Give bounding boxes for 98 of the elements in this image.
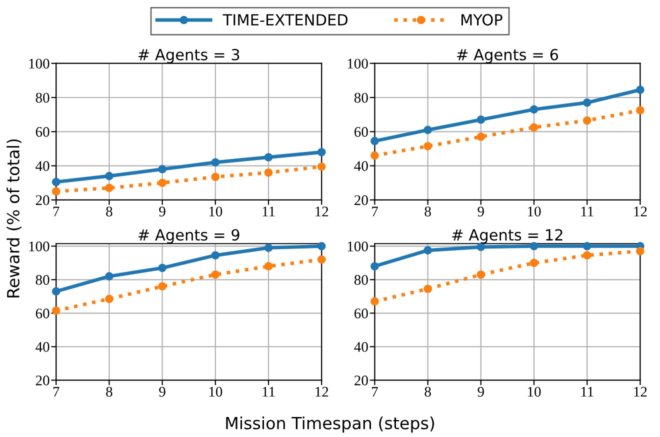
x-tick-label: 10 xyxy=(209,206,222,216)
y-tick-label: 20 xyxy=(36,195,50,206)
point xyxy=(158,264,166,272)
point xyxy=(636,86,644,94)
point xyxy=(158,178,166,188)
point xyxy=(211,270,220,279)
y-tick-label: 20 xyxy=(36,376,50,386)
point xyxy=(317,148,326,156)
x-tick-label: 12 xyxy=(634,206,647,216)
point xyxy=(264,262,273,270)
x-tick-label: 7 xyxy=(372,206,378,216)
point xyxy=(636,106,644,114)
x-tick-label: 10 xyxy=(528,206,541,216)
point xyxy=(264,168,273,177)
chart-title: # Agents = 3 xyxy=(138,48,240,64)
point xyxy=(52,187,60,196)
point xyxy=(158,165,166,174)
y-tick-label: 60 xyxy=(36,127,50,137)
chart-title: # Agents = 9 xyxy=(138,229,240,244)
point xyxy=(582,251,592,260)
y-tick-label: 60 xyxy=(36,308,50,318)
x-tick-label: 11 xyxy=(581,386,594,397)
x-axis-title: Mission Timespan (steps) xyxy=(226,416,434,433)
x-tick-label: 12 xyxy=(316,386,328,397)
point xyxy=(211,251,220,260)
point xyxy=(530,105,538,114)
point xyxy=(370,297,379,306)
point xyxy=(530,258,538,268)
point xyxy=(370,136,379,146)
point xyxy=(158,282,166,291)
point xyxy=(476,132,486,141)
y-tick-label: 100 xyxy=(348,58,368,69)
x-tick-label: 11 xyxy=(262,206,275,216)
point xyxy=(636,247,644,256)
point xyxy=(476,116,486,124)
y-tick-label: 80 xyxy=(36,92,50,103)
y-tick-label: 100 xyxy=(348,242,368,252)
legend-label: MYOP xyxy=(461,14,502,26)
y-tick-label: 40 xyxy=(36,342,50,352)
y-tick-label: 40 xyxy=(354,161,368,171)
point xyxy=(582,242,592,250)
x-tick-label: 8 xyxy=(106,386,112,397)
point xyxy=(582,98,592,107)
x-tick-label: 10 xyxy=(528,386,541,397)
point xyxy=(317,255,326,264)
point xyxy=(105,294,114,304)
point xyxy=(317,162,326,171)
point xyxy=(52,306,60,315)
x-tick-label: 7 xyxy=(53,206,60,216)
x-tick-label: 9 xyxy=(159,386,166,397)
y-tick-label: 60 xyxy=(354,308,368,318)
point xyxy=(530,123,538,132)
point xyxy=(105,172,114,180)
point xyxy=(424,246,432,254)
y-tick-label: 80 xyxy=(354,92,368,103)
point xyxy=(211,158,220,167)
point xyxy=(582,116,592,125)
x-tick-label: 12 xyxy=(316,206,328,216)
point xyxy=(424,142,432,150)
x-tick-label: 9 xyxy=(159,206,166,216)
point xyxy=(424,284,432,294)
x-tick-label: 11 xyxy=(581,206,594,216)
x-tick-label: 9 xyxy=(478,206,484,216)
x-tick-label: 11 xyxy=(262,386,275,397)
x-tick-label: 8 xyxy=(424,206,431,216)
y-tick-label: 60 xyxy=(354,127,368,137)
point xyxy=(530,242,538,250)
chart-title: # Agents = 12 xyxy=(452,229,562,244)
point xyxy=(264,244,273,252)
x-tick-label: 7 xyxy=(372,387,378,397)
y-tick-label: 20 xyxy=(354,376,368,386)
y-tick-label: 20 xyxy=(354,195,368,206)
chart-title: # Agents = 6 xyxy=(457,48,558,64)
x-tick-label: 7 xyxy=(53,387,60,397)
y-tick-label: 100 xyxy=(29,242,50,252)
point xyxy=(211,172,220,182)
y-tick-label: 80 xyxy=(36,275,50,285)
point xyxy=(370,262,379,270)
x-tick-label: 10 xyxy=(209,386,222,397)
point xyxy=(370,151,379,160)
point xyxy=(52,287,60,296)
y-tick-label: 40 xyxy=(354,342,368,352)
y-tick-label: 40 xyxy=(36,161,50,171)
x-tick-label: 8 xyxy=(106,206,112,216)
point xyxy=(105,184,114,192)
point xyxy=(476,270,486,279)
y-tick-label: 100 xyxy=(29,58,50,69)
y-axis-title: Reward (% of total) xyxy=(6,139,22,298)
x-tick-label: 9 xyxy=(478,386,484,397)
y-tick-label: 80 xyxy=(354,275,368,285)
point xyxy=(105,272,114,280)
legend-label: TIME-EXTENDED xyxy=(222,14,348,26)
point xyxy=(52,178,60,186)
point xyxy=(317,242,326,250)
point xyxy=(264,153,273,162)
x-tick-label: 8 xyxy=(424,386,431,397)
x-tick-label: 12 xyxy=(634,386,647,397)
point xyxy=(424,126,432,134)
